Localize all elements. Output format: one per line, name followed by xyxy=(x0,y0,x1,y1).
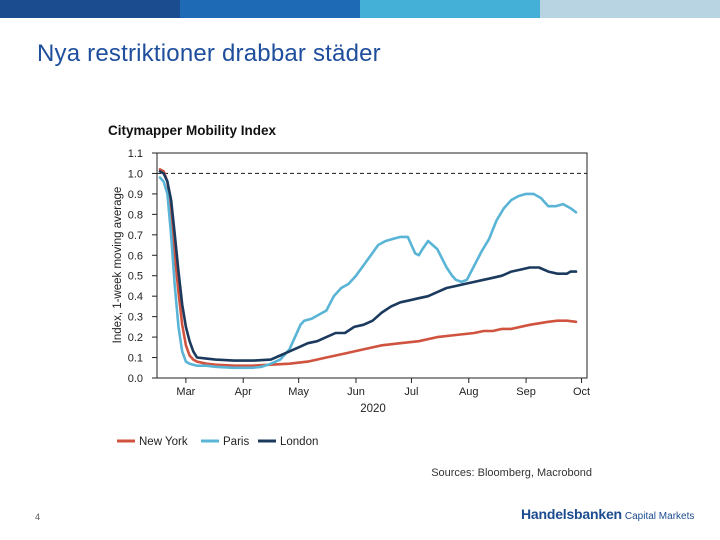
y-tick-label: 0.4 xyxy=(128,291,143,303)
y-tick-label: 0.9 xyxy=(128,189,143,201)
series-line-london xyxy=(158,170,578,362)
x-tick-label: Apr xyxy=(235,386,252,398)
legend-label: Paris xyxy=(223,436,249,448)
y-tick-label: 0.6 xyxy=(128,250,143,262)
y-tick-label: 0.1 xyxy=(128,353,143,365)
x-tick-label: Oct xyxy=(573,386,590,398)
y-tick-label: 0.5 xyxy=(128,271,143,283)
y-tick-label: 0.7 xyxy=(128,230,143,242)
x-axis-label: 2020 xyxy=(360,403,386,415)
slide-title: Nya restriktioner drabbar städer xyxy=(37,40,381,67)
brand-suffix: Capital Markets xyxy=(624,511,695,522)
y-tick-label: 0.3 xyxy=(128,312,143,324)
series-line-new-york xyxy=(158,168,578,368)
x-tick-label: May xyxy=(288,386,309,398)
x-tick-label: Jul xyxy=(404,386,418,398)
top-color-bar xyxy=(0,0,720,18)
top-bar-segment xyxy=(0,0,180,18)
x-tick-label: Jun xyxy=(347,386,365,398)
brand-name: Handelsbanken xyxy=(521,506,622,522)
series-line-paris xyxy=(158,176,578,370)
y-tick-label: 0.2 xyxy=(128,332,143,344)
legend-label: New York xyxy=(139,436,188,448)
top-bar-segment xyxy=(540,0,720,18)
page-number: 4 xyxy=(35,512,41,522)
y-axis-label: Index, 1-week moving average xyxy=(112,187,124,344)
legend-label: London xyxy=(280,436,318,448)
chart-title: Citymapper Mobility Index xyxy=(108,123,277,138)
top-bar-segment xyxy=(360,0,540,18)
y-tick-label: 1.0 xyxy=(128,168,143,180)
y-tick-label: 0.8 xyxy=(128,209,143,221)
chart-source: Sources: Bloomberg, Macrobond xyxy=(431,467,592,479)
x-tick-label: Aug xyxy=(459,386,479,398)
x-tick-label: Mar xyxy=(176,386,195,398)
brand-logo: Handelsbanken Capital Markets xyxy=(521,506,694,524)
y-tick-label: 1.1 xyxy=(128,148,143,160)
plot-frame xyxy=(156,152,588,379)
top-bar-segment xyxy=(180,0,360,18)
y-tick-label: 0.0 xyxy=(128,373,143,385)
x-tick-label: Sep xyxy=(516,386,536,398)
